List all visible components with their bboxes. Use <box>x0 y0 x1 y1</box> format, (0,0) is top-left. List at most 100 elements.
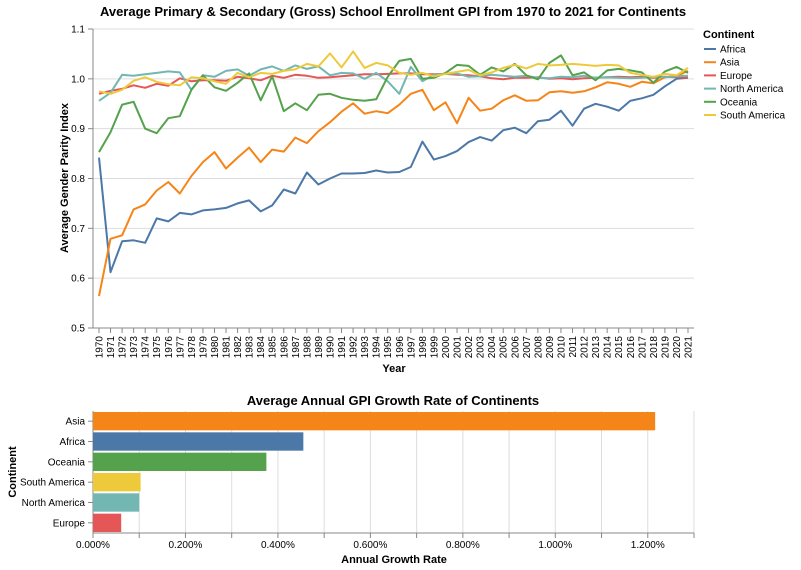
bar-chart-y-tick-label: Asia <box>66 417 86 428</box>
bar-chart-title: Average Annual GPI Growth Rate of Contin… <box>247 393 539 408</box>
legend-item-europe: Europe <box>704 71 753 82</box>
legend-item-asia: Asia <box>704 58 740 69</box>
line-chart-x-tick-label: 2018 <box>649 336 660 359</box>
line-chart-y-tick-label: 0.7 <box>71 224 85 235</box>
line-chart-x-tick-label: 1976 <box>164 336 175 359</box>
bar-chart-x-tick-label: 0.400% <box>261 540 295 551</box>
legend-label: Asia <box>720 58 740 69</box>
line-chart-x-tick-label: 1996 <box>395 336 406 359</box>
line-chart-x-tick-label: 2010 <box>556 336 567 359</box>
line-chart-x-tick-label: 1989 <box>314 336 325 359</box>
bar-africa <box>93 432 304 451</box>
series-line-asia <box>98 69 689 297</box>
bar-south-america <box>93 473 141 492</box>
bar-north-america <box>93 493 140 512</box>
bar-chart-bars <box>93 412 656 532</box>
series-line-africa <box>98 76 689 274</box>
bar-chart-y-tick-label: South America <box>20 478 85 489</box>
legend-label: Europe <box>720 71 753 82</box>
line-chart-x-tick-label: 1999 <box>429 336 440 359</box>
legend-item-north-america: North America <box>704 84 784 95</box>
line-chart-x-tick-label: 2013 <box>591 336 602 359</box>
line-chart-x-tick-label: 1985 <box>268 336 279 359</box>
bar-europe <box>93 513 122 532</box>
line-chart-x-tick-label: 1997 <box>406 336 417 359</box>
line-chart-x-axis: 1970 1971 1972 1973 1974 1975 1976 1977 1978 1979… <box>95 328 695 358</box>
line-chart-x-tick-label: 1995 <box>383 336 394 359</box>
bar-chart-x-tick-label: 0.800% <box>446 540 480 551</box>
line-chart-x-tick-label: 1987 <box>291 336 302 359</box>
bar-chart-x-title: Annual Growth Rate <box>341 554 447 566</box>
bar-chart-y-tick-label: Europe <box>53 518 86 529</box>
line-chart: Average Primary & Secondary (Gross) Scho… <box>59 4 695 375</box>
legend-title: Continent <box>703 29 755 41</box>
line-chart-x-tick-label: 2012 <box>580 336 591 359</box>
line-chart-x-tick-label: 1982 <box>233 336 244 359</box>
line-chart-x-tick-label: 1978 <box>187 336 198 359</box>
line-chart-x-tick-label: 1970 <box>95 336 106 359</box>
line-chart-x-tick-label: 1992 <box>349 336 360 359</box>
legend-items: Africa Asia Europe North America Oceania Sout… <box>704 45 785 122</box>
line-chart-x-tick-label: 1983 <box>245 336 256 359</box>
line-chart-x-tick-label: 1974 <box>141 336 152 359</box>
legend-label: South America <box>720 111 785 122</box>
line-chart-x-tick-label: 2003 <box>476 336 487 359</box>
legend-item-oceania: Oceania <box>704 97 758 108</box>
line-chart-x-tick-label: 2009 <box>545 336 556 359</box>
line-chart-x-tick-label: 1993 <box>360 336 371 359</box>
bar-oceania <box>93 452 267 471</box>
line-chart-y-tick-label: 1.1 <box>71 25 85 36</box>
line-chart-x-tick-label: 2008 <box>533 336 544 359</box>
series-line-europe <box>98 72 689 95</box>
line-chart-x-tick-label: 1984 <box>256 336 267 359</box>
line-chart-x-tick-label: 1973 <box>129 336 140 359</box>
line-chart-y-tick-label: 0.6 <box>71 274 85 285</box>
line-chart-x-tick-label: 1994 <box>372 336 383 359</box>
line-chart-x-tick-label: 2019 <box>660 336 671 359</box>
legend-item-africa: Africa <box>704 45 746 56</box>
bar-chart-x-axis: 0.000% 0.200% 0.400% 0.600% 0.800% 1.000% 1.20… <box>76 532 695 551</box>
bar-chart-x-tick-label: 0.600% <box>353 540 387 551</box>
line-chart-x-title: Year <box>382 363 406 375</box>
line-chart-x-tick-label: 1975 <box>152 336 163 359</box>
line-chart-x-tick-label: 2000 <box>441 336 452 359</box>
bar-chart-x-tick-label: 1.000% <box>538 540 572 551</box>
line-chart-x-tick-label: 1998 <box>418 336 429 359</box>
line-chart-x-tick-label: 1988 <box>302 336 313 359</box>
line-chart-x-tick-label: 1981 <box>222 336 233 359</box>
line-chart-x-tick-label: 2015 <box>614 336 625 359</box>
bar-chart-y-tick-label: North America <box>22 498 86 509</box>
bar-chart-y-title: Continent <box>7 446 19 498</box>
bar-chart-x-tick-label: 1.200% <box>631 540 665 551</box>
line-chart-x-tick-label: 1980 <box>210 336 221 359</box>
line-chart-x-tick-label: 2020 <box>672 336 683 359</box>
line-chart-x-tick-label: 1990 <box>325 336 336 359</box>
legend-label: Oceania <box>720 97 758 108</box>
line-chart-series <box>98 50 689 297</box>
line-chart-x-tick-label: 1986 <box>279 336 290 359</box>
legend: Continent Africa Asia Europe North America O… <box>703 29 785 122</box>
bar-chart-y-tick-label: Oceania <box>48 457 86 468</box>
bar-chart-y-tick-label: Africa <box>59 437 85 448</box>
line-chart-y-tick-label: 1.0 <box>71 74 85 85</box>
line-chart-y-axis: 0.5 0.6 0.7 0.8 0.9 1.0 1.1 <box>71 25 694 335</box>
series-line-north-america <box>98 64 689 102</box>
line-chart-x-tick-label: 2014 <box>603 336 614 359</box>
line-chart-y-tick-label: 0.8 <box>71 174 85 185</box>
line-chart-x-tick-label: 2021 <box>684 336 695 359</box>
line-chart-x-tick-label: 2002 <box>464 336 475 359</box>
line-chart-x-tick-label: 2016 <box>626 336 637 359</box>
legend-item-south-america: South America <box>704 111 785 122</box>
line-chart-x-tick-label: 2004 <box>487 336 498 359</box>
bar-chart-y-axis: Asia Africa Oceania South America North Amer… <box>20 411 94 533</box>
line-chart-x-tick-label: 1991 <box>337 336 348 359</box>
line-chart-x-tick-label: 2011 <box>568 336 579 358</box>
line-chart-x-tick-label: 2005 <box>499 336 510 359</box>
line-chart-x-tick-label: 2017 <box>637 336 648 359</box>
line-chart-title: Average Primary & Secondary (Gross) Scho… <box>100 4 686 19</box>
legend-label: Africa <box>720 45 746 56</box>
line-chart-y-tick-label: 0.9 <box>71 124 85 135</box>
line-chart-grid <box>93 28 694 329</box>
bar-asia <box>93 412 656 431</box>
